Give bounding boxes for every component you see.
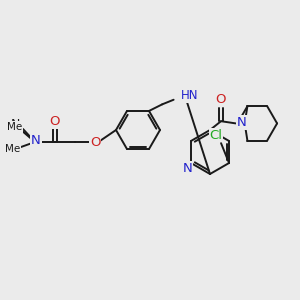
Text: N: N [183,161,193,175]
Text: O: O [50,115,60,128]
Text: O: O [90,136,101,148]
Text: N: N [237,116,247,129]
Text: Cl: Cl [210,129,223,142]
Text: N: N [10,118,20,131]
Text: HN: HN [181,89,198,102]
Text: N: N [31,134,41,146]
Text: O: O [216,93,226,106]
Text: Me: Me [5,144,21,154]
Text: Me: Me [8,122,22,132]
